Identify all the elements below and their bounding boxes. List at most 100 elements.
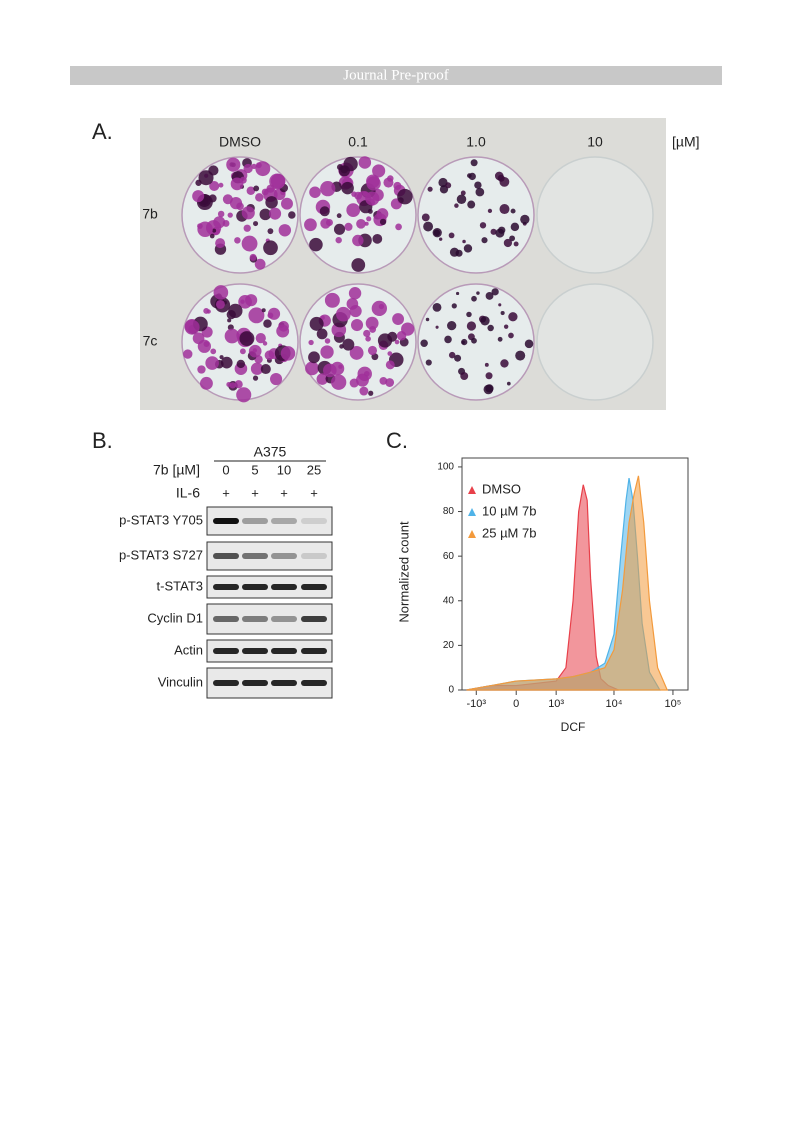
colony: [500, 310, 505, 316]
colony: [365, 191, 380, 206]
colony: [365, 316, 379, 330]
colony: [320, 181, 336, 197]
legend-swatch: [468, 508, 476, 516]
colony: [218, 182, 224, 188]
colony: [304, 218, 317, 232]
colony: [239, 331, 255, 346]
colony: [316, 373, 329, 385]
colony: [260, 363, 271, 375]
colony: [198, 170, 214, 186]
colony: [449, 247, 460, 257]
colony: [252, 348, 258, 353]
colony: [241, 206, 255, 220]
colony: [365, 336, 371, 342]
colony: [348, 287, 362, 300]
colony: [339, 344, 344, 349]
band: [213, 584, 239, 590]
colony: [344, 222, 353, 231]
colony: [456, 194, 467, 205]
blot: [206, 639, 333, 663]
colony: [524, 339, 534, 349]
colony: [423, 221, 434, 232]
band: [242, 518, 268, 524]
colony: [484, 362, 489, 367]
colony: [330, 374, 347, 390]
colony: [253, 221, 259, 227]
column-label: 1.0: [466, 134, 486, 150]
row-label: 7c: [143, 333, 158, 349]
colony: [480, 316, 490, 326]
il6-mark: +: [280, 485, 288, 500]
colony: [513, 241, 519, 247]
colony: [230, 177, 244, 191]
colony: [485, 291, 494, 300]
colony: [255, 162, 262, 169]
colony: [195, 179, 202, 186]
colony: [346, 298, 359, 310]
colony: [491, 288, 499, 296]
colony: [248, 307, 265, 324]
colony: [309, 316, 324, 331]
legend-label: 25 µM 7b: [482, 525, 536, 540]
band: [271, 553, 297, 559]
colony: [508, 332, 514, 339]
colony: [267, 312, 274, 319]
legend-swatch: [468, 486, 476, 494]
band: [242, 584, 268, 590]
header-bar: [70, 66, 722, 85]
band: [271, 680, 297, 686]
colony: [215, 238, 226, 249]
colony: [394, 339, 400, 345]
colony: [227, 318, 232, 323]
colony: [336, 306, 351, 322]
y-tick-label: 0: [448, 685, 454, 696]
x-tick-label: -10³: [466, 698, 486, 710]
colony: [448, 351, 456, 359]
band: [213, 553, 239, 559]
plate: [536, 156, 654, 274]
column-label: DMSO: [219, 134, 261, 150]
colony: [324, 292, 340, 308]
colony: [479, 222, 487, 229]
x-axis-label: DCF: [561, 720, 586, 734]
colony: [510, 222, 520, 232]
colony: [351, 258, 366, 272]
legend-swatch: [468, 530, 476, 538]
colony: [510, 208, 516, 214]
y-tick-label: 40: [443, 595, 455, 606]
colony: [460, 190, 466, 196]
colony: [444, 335, 452, 344]
colony: [183, 349, 193, 359]
colony: [234, 237, 241, 244]
colony: [281, 197, 293, 210]
il6-mark: +: [310, 485, 318, 500]
colony: [253, 185, 260, 192]
colony: [498, 303, 502, 307]
panel-label: B.: [92, 428, 113, 453]
colony: [228, 303, 243, 318]
colony: [498, 226, 506, 234]
panel-label: A.: [92, 119, 113, 144]
il6-mark: +: [222, 485, 230, 500]
dose: 5: [251, 462, 258, 477]
colony: [503, 238, 513, 248]
colony: [392, 313, 405, 325]
colony: [499, 204, 510, 215]
colony: [367, 345, 378, 356]
colony: [467, 200, 476, 209]
colony: [448, 232, 455, 239]
colony: [236, 359, 246, 369]
colony: [341, 181, 354, 195]
band: [301, 680, 327, 686]
colony: [309, 186, 321, 198]
colony: [278, 320, 289, 332]
column-label: 0.1: [348, 134, 368, 150]
band: [213, 518, 239, 524]
colony: [481, 237, 488, 244]
legend-label: DMSO: [482, 481, 521, 496]
dose: 0: [222, 462, 229, 477]
colony: [451, 303, 457, 309]
row-label: 7b: [142, 206, 158, 222]
y-tick-label: 60: [443, 551, 455, 562]
band: [301, 584, 327, 590]
